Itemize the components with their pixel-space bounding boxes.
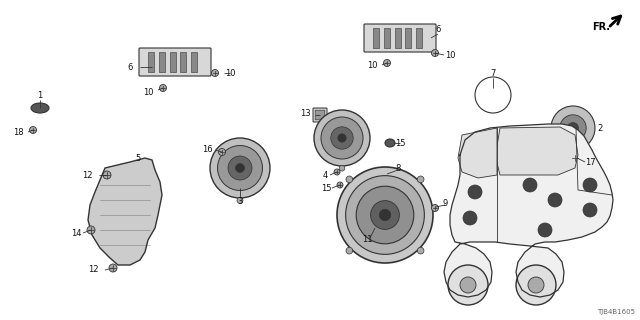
Text: 15: 15 [321, 183, 332, 193]
Text: 13: 13 [300, 108, 310, 117]
Text: 12: 12 [88, 266, 99, 275]
Circle shape [346, 176, 353, 183]
Circle shape [337, 167, 433, 263]
Text: 10: 10 [367, 60, 377, 69]
Ellipse shape [385, 139, 395, 147]
Circle shape [538, 223, 552, 237]
Text: 4: 4 [323, 171, 328, 180]
Circle shape [346, 176, 424, 254]
Bar [416, 28, 422, 48]
Circle shape [87, 226, 95, 234]
Text: 6: 6 [127, 62, 132, 71]
Circle shape [548, 193, 562, 207]
Circle shape [103, 171, 111, 179]
Text: 18: 18 [13, 127, 23, 137]
Polygon shape [495, 127, 578, 175]
Circle shape [583, 203, 597, 217]
Circle shape [236, 164, 244, 172]
Text: 11: 11 [362, 236, 372, 244]
Circle shape [431, 204, 438, 212]
Circle shape [468, 185, 482, 199]
Text: 17: 17 [585, 157, 595, 166]
Polygon shape [444, 124, 613, 297]
Circle shape [218, 146, 262, 190]
Circle shape [431, 50, 438, 57]
Circle shape [417, 176, 424, 183]
Bar [384, 28, 390, 48]
Circle shape [551, 106, 595, 150]
Bar [159, 52, 165, 72]
Circle shape [383, 60, 390, 67]
Text: 10: 10 [445, 51, 455, 60]
Circle shape [331, 127, 353, 149]
Text: 16: 16 [202, 145, 212, 154]
Text: 1: 1 [37, 91, 43, 100]
Polygon shape [458, 128, 497, 178]
Circle shape [29, 126, 36, 133]
Circle shape [528, 277, 544, 293]
Circle shape [523, 178, 537, 192]
Circle shape [380, 209, 391, 221]
Circle shape [338, 134, 346, 142]
FancyBboxPatch shape [313, 108, 327, 122]
Circle shape [417, 247, 424, 254]
Circle shape [210, 138, 270, 198]
Bar [373, 28, 380, 48]
Circle shape [334, 169, 340, 175]
Circle shape [159, 84, 166, 92]
FancyBboxPatch shape [139, 48, 211, 76]
Ellipse shape [378, 170, 392, 180]
Bar [170, 52, 175, 72]
Circle shape [337, 182, 343, 188]
Text: 6: 6 [435, 25, 441, 34]
Circle shape [583, 178, 597, 192]
Circle shape [339, 165, 345, 171]
Circle shape [568, 123, 579, 133]
Circle shape [321, 117, 363, 159]
Circle shape [516, 265, 556, 305]
Circle shape [371, 201, 399, 229]
Circle shape [356, 186, 414, 244]
Text: FR.: FR. [592, 22, 610, 32]
Bar [180, 52, 186, 72]
Text: 15: 15 [395, 139, 405, 148]
Circle shape [211, 69, 218, 76]
Ellipse shape [31, 103, 49, 113]
Text: 10: 10 [225, 68, 236, 77]
Circle shape [571, 154, 579, 162]
Text: 8: 8 [396, 164, 401, 172]
Circle shape [314, 110, 370, 166]
Text: 5: 5 [136, 154, 141, 163]
Bar [405, 28, 411, 48]
Bar [148, 52, 154, 72]
Circle shape [346, 247, 353, 254]
Bar [191, 52, 197, 72]
Text: 7: 7 [490, 68, 496, 77]
Text: 3: 3 [237, 197, 243, 206]
Text: 12: 12 [82, 171, 92, 180]
Circle shape [463, 211, 477, 225]
Text: 9: 9 [442, 198, 447, 207]
Text: TJB4B1605: TJB4B1605 [597, 309, 635, 315]
Circle shape [228, 156, 252, 180]
Circle shape [237, 197, 243, 204]
Circle shape [448, 265, 488, 305]
Circle shape [460, 277, 476, 293]
FancyBboxPatch shape [316, 110, 325, 120]
Text: 10: 10 [143, 87, 153, 97]
Circle shape [109, 264, 117, 272]
Circle shape [560, 115, 586, 141]
Text: 2: 2 [597, 124, 603, 132]
Circle shape [218, 148, 225, 156]
FancyBboxPatch shape [364, 24, 436, 52]
Text: 14: 14 [71, 228, 81, 237]
Polygon shape [88, 158, 162, 265]
Bar [395, 28, 401, 48]
